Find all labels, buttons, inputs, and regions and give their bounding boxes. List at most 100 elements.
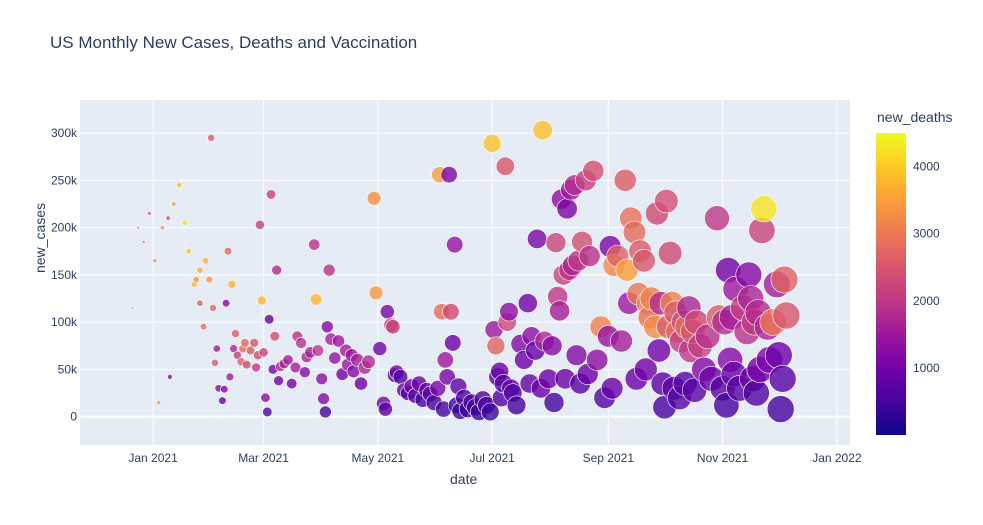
data-point[interactable] [256,295,267,306]
data-point[interactable] [251,362,261,373]
data-point[interactable] [266,189,277,200]
data-point[interactable] [750,195,778,223]
data-point[interactable] [632,249,656,273]
data-point[interactable] [282,354,294,366]
data-point[interactable] [766,395,795,423]
data-point[interactable] [600,377,624,400]
data-point[interactable] [147,211,152,216]
data-point[interactable] [308,238,321,251]
data-point[interactable] [231,329,240,338]
data-point[interactable] [196,299,204,307]
data-point[interactable] [499,302,519,322]
data-point[interactable] [240,338,250,348]
data-point[interactable] [770,265,799,294]
data-point[interactable] [379,304,395,320]
data-point[interactable] [372,341,388,356]
data-point[interactable] [654,189,679,214]
data-point[interactable] [764,341,793,370]
data-point[interactable] [229,344,238,353]
data-point[interactable] [354,376,368,391]
data-point[interactable] [260,392,271,403]
data-point[interactable] [209,304,217,312]
data-point[interactable] [271,264,283,276]
data-point[interactable] [264,314,275,325]
data-point[interactable] [170,201,177,207]
data-point[interactable] [315,372,328,385]
data-point[interactable] [556,198,578,220]
data-point[interactable] [298,366,311,379]
data-point[interactable] [262,406,273,418]
data-point[interactable] [481,402,500,422]
data-point[interactable] [311,344,325,357]
data-point[interactable] [694,323,721,349]
data-point[interactable] [156,400,162,405]
data-point[interactable] [442,303,460,321]
data-point[interactable] [218,396,227,405]
data-point[interactable] [136,225,140,230]
data-point[interactable] [225,372,235,382]
data-point[interactable] [582,159,605,182]
data-point[interactable] [152,258,158,264]
data-point[interactable] [545,232,567,253]
data-point[interactable] [317,392,330,405]
data-point[interactable] [368,285,384,300]
data-point[interactable] [633,357,658,382]
data-point[interactable] [331,334,345,348]
data-point[interactable] [258,347,269,358]
data-point[interactable] [527,228,548,249]
data-point[interactable] [212,344,221,353]
data-point[interactable] [532,120,553,141]
data-point[interactable] [286,378,298,390]
data-point[interactable] [735,261,763,289]
data-point[interactable] [310,293,323,306]
data-point[interactable] [438,368,456,386]
data-point[interactable] [223,247,233,256]
data-point[interactable] [295,337,307,349]
data-point[interactable] [565,344,588,366]
data-point[interactable] [167,374,173,380]
data-point[interactable] [646,338,671,363]
data-point[interactable] [768,364,797,393]
data-point[interactable] [385,319,401,335]
data-point[interactable] [196,266,204,274]
data-point[interactable] [269,331,280,342]
data-point[interactable] [742,379,770,407]
data-point[interactable] [377,401,393,417]
data-point[interactable] [249,338,259,348]
data-point[interactable] [200,323,208,331]
data-point[interactable] [541,335,563,357]
data-point[interactable] [207,134,215,142]
data-point[interactable] [440,166,458,184]
data-point[interactable] [273,375,284,387]
data-point[interactable] [444,334,462,352]
data-point[interactable] [361,354,376,369]
data-point[interactable] [446,236,464,254]
data-point[interactable] [222,299,231,308]
data-point[interactable] [165,215,171,221]
data-point[interactable] [586,348,609,371]
data-point[interactable] [772,301,801,330]
data-point[interactable] [517,293,538,314]
data-point[interactable] [210,358,219,367]
data-point[interactable] [185,248,192,255]
data-point[interactable] [436,351,454,369]
data-point[interactable] [242,360,252,370]
data-point[interactable] [205,275,214,284]
data-point[interactable] [319,405,332,419]
data-point[interactable] [613,168,637,192]
data-point[interactable] [141,239,146,244]
data-point[interactable] [328,351,342,365]
data-point[interactable] [201,257,210,265]
data-point[interactable] [245,345,256,356]
data-point[interactable] [495,156,515,176]
data-point[interactable] [322,263,336,277]
data-point[interactable] [159,225,165,231]
data-point[interactable] [320,320,334,334]
data-point[interactable] [543,392,565,413]
data-point[interactable] [610,329,633,353]
data-point[interactable] [482,134,502,153]
data-point[interactable] [704,205,730,231]
data-point[interactable] [131,306,135,310]
data-point[interactable] [429,379,447,397]
